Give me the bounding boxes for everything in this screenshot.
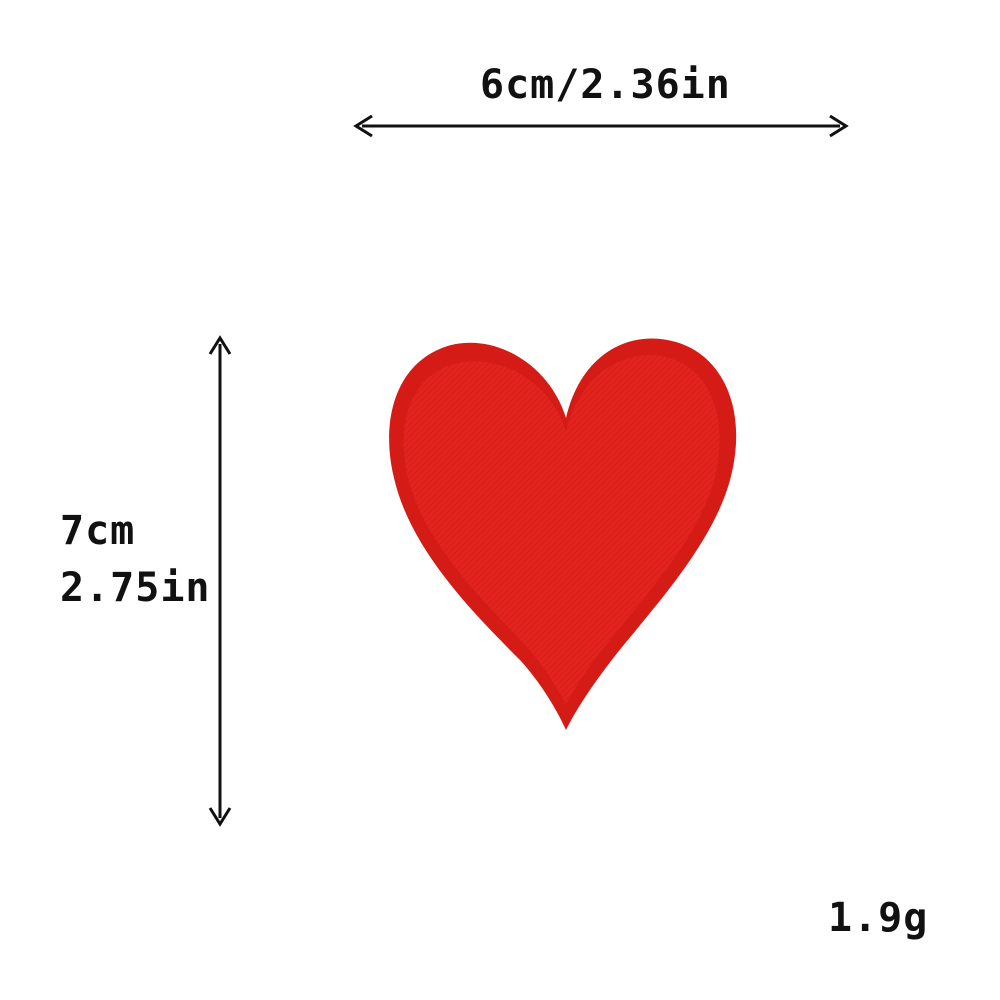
width-dimension-label: 6cm/2.36in — [480, 62, 731, 108]
width-arrow — [353, 114, 849, 138]
height-dimension-in-label: 2.75in — [60, 565, 211, 611]
weight-label: 1.9g — [828, 895, 929, 941]
heart-patch-image — [389, 338, 737, 730]
height-dimension-cm-label: 7cm — [60, 508, 136, 554]
height-arrow — [208, 335, 232, 827]
